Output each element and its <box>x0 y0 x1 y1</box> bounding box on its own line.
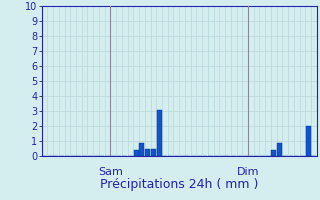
Bar <box>145 149 150 156</box>
Bar <box>151 149 156 156</box>
Bar <box>157 110 162 156</box>
X-axis label: Précipitations 24h ( mm ): Précipitations 24h ( mm ) <box>100 178 258 191</box>
Text: Dim: Dim <box>237 167 259 177</box>
Bar <box>306 126 311 156</box>
Text: Sam: Sam <box>98 167 123 177</box>
Bar <box>277 142 282 156</box>
Bar <box>134 150 139 156</box>
Bar <box>271 150 276 156</box>
Bar <box>140 142 144 156</box>
